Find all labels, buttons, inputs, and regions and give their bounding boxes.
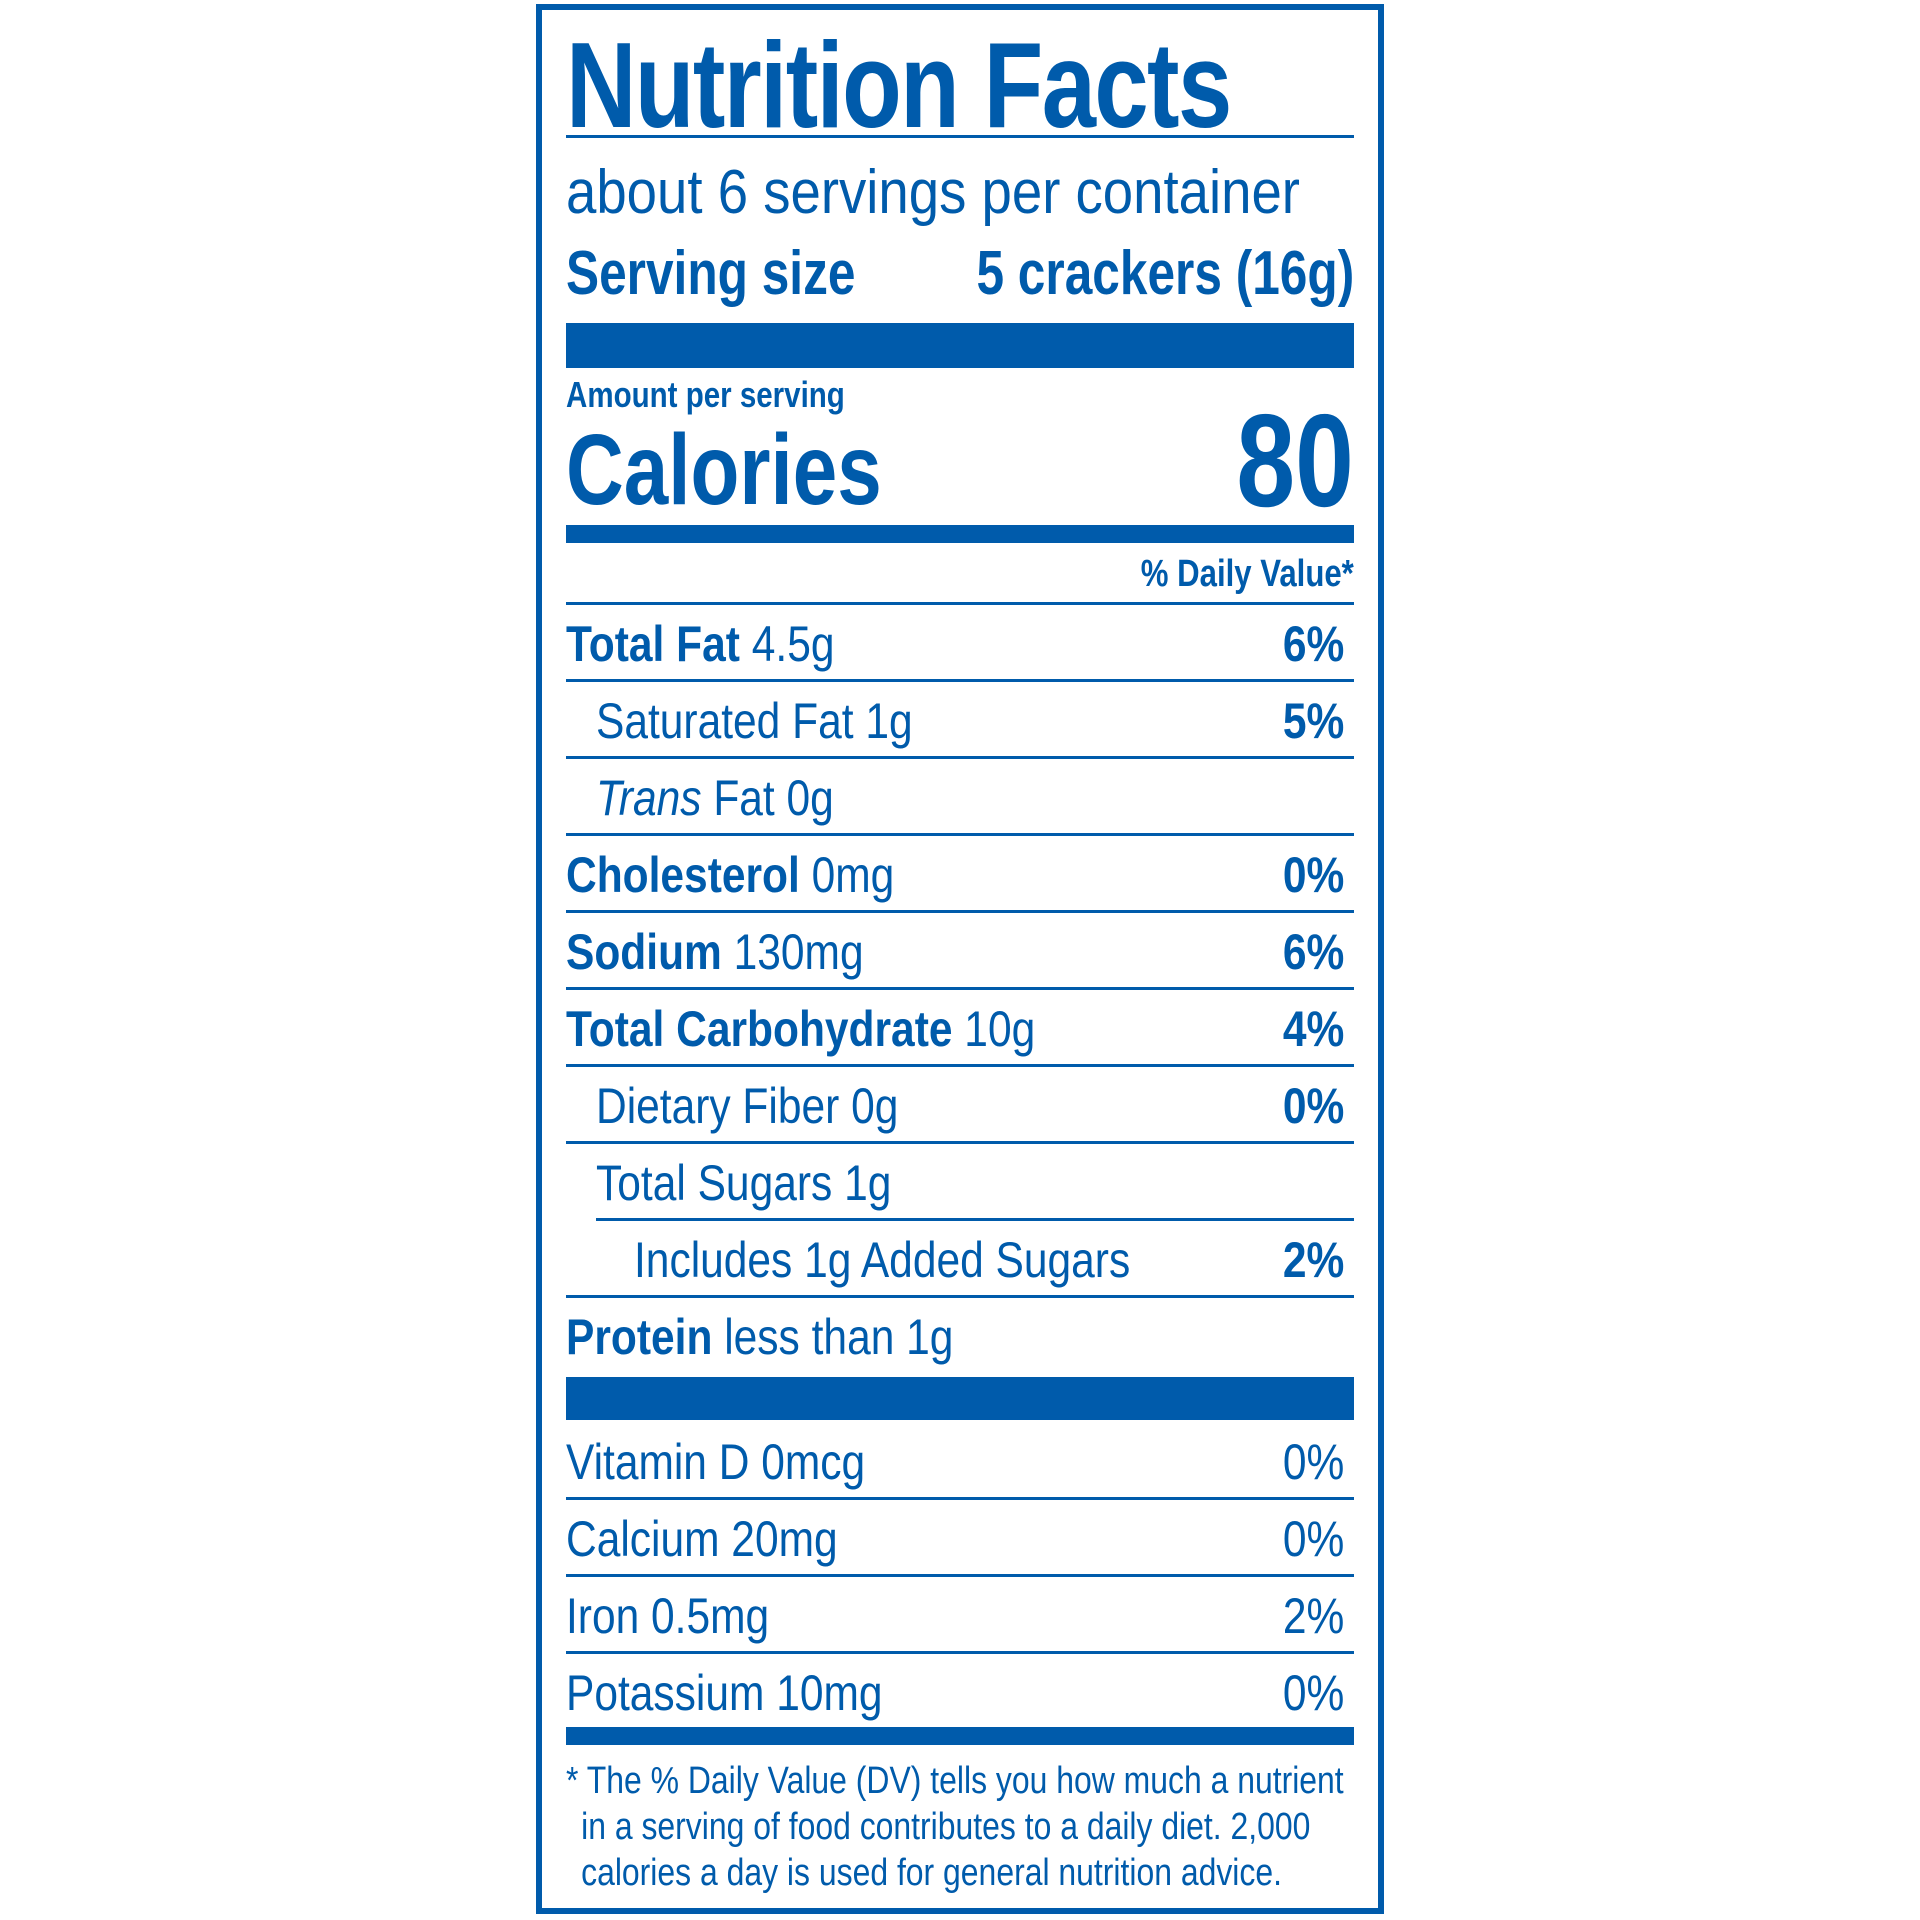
nutrient-row-total-carbohydrate: Total Carbohydrate 10g 4% bbox=[566, 990, 1354, 1067]
nutrient-row-total-fat: Total Fat 4.5g 6% bbox=[566, 605, 1354, 682]
vitamin-dv: 0% bbox=[1282, 1511, 1344, 1567]
nutrient-name: Saturated Fat bbox=[596, 693, 854, 749]
footnote-line: calories a day is used for general nutri… bbox=[581, 1852, 1282, 1894]
row-divider bbox=[566, 1295, 1354, 1298]
footnote-line: in a serving of food contributes to a da… bbox=[581, 1806, 1311, 1848]
dv-divider bbox=[566, 602, 1354, 605]
nutrient-dv: 5% bbox=[1282, 693, 1344, 749]
nutrient-amount: 4.5g bbox=[751, 616, 835, 672]
footnote: * The % Daily Value (DV) tells you how m… bbox=[566, 1758, 1344, 1896]
calories-label: Calories bbox=[566, 414, 882, 526]
vitamin-row-vitamin-d: Vitamin D 0mcg 0% bbox=[566, 1423, 1354, 1500]
row-divider bbox=[566, 756, 1354, 759]
nutrient-amount: 1g bbox=[844, 1155, 892, 1211]
nutrient-dv: 2% bbox=[1282, 1232, 1344, 1288]
vitamin-label: Vitamin D 0mcg bbox=[566, 1434, 866, 1490]
label-title: Nutrition Facts bbox=[566, 17, 1232, 153]
row-divider bbox=[566, 679, 1354, 682]
nutrient-name: Dietary Fiber bbox=[596, 1078, 840, 1134]
nutrient-name: Total Fat bbox=[566, 616, 740, 672]
vitamin-label: Iron 0.5mg bbox=[566, 1588, 770, 1644]
nutrient-row-added-sugars: Includes 1g Added Sugars 2% bbox=[566, 1221, 1354, 1298]
calories-value: 80 bbox=[1236, 387, 1354, 534]
nutrition-facts-label: Nutrition Facts about 6 servings per con… bbox=[536, 4, 1384, 1914]
thick-divider-vitamins bbox=[566, 1377, 1354, 1420]
nutrient-name: Sodium bbox=[566, 924, 722, 980]
medium-divider-bottom bbox=[566, 1727, 1354, 1745]
nutrient-amount: 1g bbox=[865, 693, 913, 749]
amount-per-serving: Amount per serving bbox=[566, 374, 845, 415]
serving-size-value: 5 crackers (16g) bbox=[976, 239, 1354, 308]
nutrient-name: Cholesterol bbox=[566, 847, 800, 903]
row-divider bbox=[566, 1141, 1354, 1144]
nutrient-name: Fat bbox=[713, 770, 775, 826]
vitamin-dv: 0% bbox=[1282, 1665, 1344, 1721]
nutrient-amount: 10g bbox=[964, 1001, 1036, 1057]
nutrient-dv: 4% bbox=[1282, 1001, 1344, 1057]
nutrient-name: Includes 1g Added Sugars bbox=[634, 1232, 1131, 1288]
nutrient-row-protein: Protein less than 1g bbox=[566, 1298, 1354, 1375]
medium-divider bbox=[566, 525, 1354, 543]
nutrient-amount: less than 1g bbox=[724, 1309, 954, 1365]
servings-per-container: about 6 servings per container bbox=[566, 158, 1300, 227]
nutrient-amount: 0g bbox=[786, 770, 834, 826]
nutrient-dv: 6% bbox=[1282, 616, 1344, 672]
vitamin-label: Potassium 10mg bbox=[566, 1665, 883, 1721]
footnote-line: * The % Daily Value (DV) tells you how m… bbox=[566, 1760, 1344, 1802]
nutrient-dv: 0% bbox=[1282, 847, 1344, 903]
serving-size-label: Serving size bbox=[566, 239, 856, 308]
row-divider bbox=[566, 1064, 1354, 1067]
row-divider bbox=[566, 910, 1354, 913]
nutrient-row-total-sugars: Total Sugars 1g bbox=[566, 1144, 1354, 1221]
vitamin-label: Calcium 20mg bbox=[566, 1511, 838, 1567]
vitamin-row-potassium: Potassium 10mg 0% bbox=[566, 1654, 1354, 1731]
row-divider bbox=[566, 1574, 1354, 1577]
nutrient-name-italic: Trans bbox=[596, 770, 702, 826]
nutrient-amount: 0g bbox=[851, 1078, 899, 1134]
row-divider bbox=[566, 1497, 1354, 1500]
nutrient-name: Total Sugars bbox=[596, 1155, 833, 1211]
vitamin-row-iron: Iron 0.5mg 2% bbox=[566, 1577, 1354, 1654]
nutrient-row-sodium: Sodium 130mg 6% bbox=[566, 913, 1354, 990]
nutrient-amount: 130mg bbox=[733, 924, 864, 980]
nutrient-row-trans-fat: Trans Fat 0g bbox=[566, 759, 1354, 836]
nutrient-row-dietary-fiber: Dietary Fiber 0g 0% bbox=[566, 1067, 1354, 1144]
daily-value-header: % Daily Value* bbox=[1140, 553, 1354, 595]
thick-divider-top bbox=[566, 323, 1354, 368]
title-divider bbox=[566, 135, 1354, 138]
nutrient-dv: 0% bbox=[1282, 1078, 1344, 1134]
row-divider bbox=[566, 1651, 1354, 1654]
nutrient-name: Protein bbox=[566, 1309, 713, 1365]
row-divider bbox=[566, 987, 1354, 990]
nutrient-dv: 6% bbox=[1282, 924, 1344, 980]
nutrient-amount: 0mg bbox=[811, 847, 895, 903]
row-divider bbox=[566, 833, 1354, 836]
nutrient-name: Total Carbohydrate bbox=[566, 1001, 953, 1057]
vitamin-dv: 0% bbox=[1282, 1434, 1344, 1490]
vitamin-dv: 2% bbox=[1282, 1588, 1344, 1644]
row-divider bbox=[596, 1218, 1354, 1221]
nutrient-row-cholesterol: Cholesterol 0mg 0% bbox=[566, 836, 1354, 913]
nutrient-row-saturated-fat: Saturated Fat 1g 5% bbox=[566, 682, 1354, 759]
vitamin-row-calcium: Calcium 20mg 0% bbox=[566, 1500, 1354, 1577]
